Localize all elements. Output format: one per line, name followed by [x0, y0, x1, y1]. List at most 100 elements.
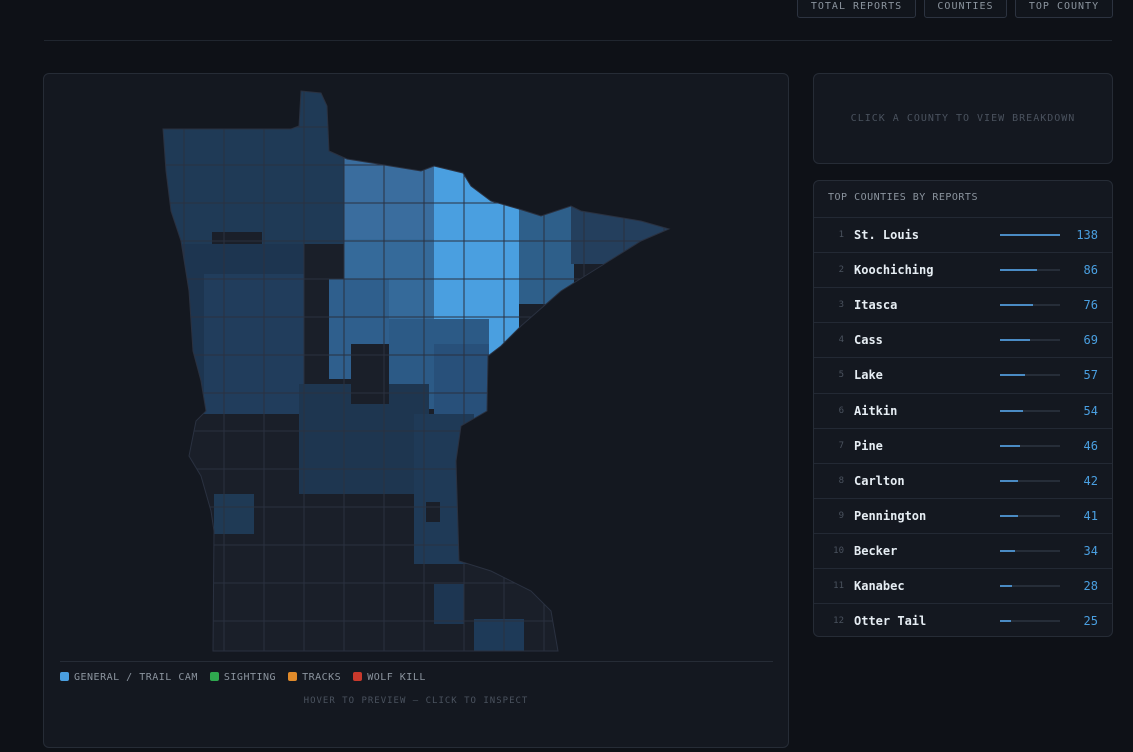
county-name: Otter Tail — [854, 614, 927, 629]
county-row[interactable]: 9 Pennington 41 — [814, 497, 1112, 533]
map[interactable] — [44, 74, 788, 654]
bar-track — [1000, 269, 1060, 272]
legend-item: WOLF KILL — [353, 672, 426, 683]
map-panel: GENERAL / TRAIL CAM SIGHTING TRACKS WOLF KI… — [43, 73, 789, 748]
bar-track — [1000, 339, 1060, 342]
county-region[interactable] — [414, 414, 474, 564]
legend-item: TRACKS — [288, 672, 341, 683]
legend-item: SIGHTING — [209, 672, 277, 683]
bar — [1000, 620, 1011, 623]
count: 138 — [1076, 228, 1098, 242]
rank: 2 — [838, 265, 844, 276]
county-region[interactable] — [571, 184, 681, 264]
county-region[interactable] — [204, 274, 304, 414]
legend-label: SIGHTING — [223, 672, 277, 683]
legend-label: TRACKS — [302, 672, 342, 683]
legend-swatch — [288, 672, 298, 681]
county-region[interactable] — [474, 619, 524, 654]
top-counties-panel: TOP COUNTIES BY REPORTS 1 St. Louis 138 2 Ko… — [813, 180, 1113, 637]
count: 28 — [1083, 579, 1098, 593]
county-name: Kanabec — [854, 579, 905, 593]
bar-track — [1000, 444, 1060, 447]
bar — [1000, 339, 1030, 342]
rank: 5 — [838, 370, 844, 381]
bar — [1000, 234, 1060, 236]
county-row[interactable]: 7 Pine 46 — [814, 427, 1112, 463]
legend-label: GENERAL / TRAIL CAM — [74, 672, 198, 683]
hint: HOVER TO PREVIEW — CLICK TO INSPECT — [303, 696, 529, 706]
bar — [1000, 409, 1024, 412]
county-row[interactable]: 10 Becker 34 — [814, 532, 1112, 568]
count: 46 — [1083, 438, 1098, 453]
county-name: Pennington — [854, 508, 927, 523]
bar — [1000, 304, 1034, 307]
divider — [44, 40, 1112, 41]
header-button[interactable]: COUNTIES — [924, 0, 1007, 18]
county-name: Aitkin — [854, 403, 898, 418]
county-region[interactable] — [434, 584, 464, 624]
county-row[interactable]: 4 Cass 69 — [814, 322, 1112, 357]
bar-track — [1000, 549, 1060, 552]
county-region[interactable] — [214, 494, 254, 534]
count: 25 — [1083, 614, 1098, 629]
bar — [1000, 374, 1025, 377]
bar — [1000, 444, 1020, 447]
county-name: Cass — [854, 333, 883, 348]
bar — [1000, 479, 1019, 482]
rank: 12 — [833, 616, 844, 627]
county-name: Becker — [854, 543, 898, 558]
bar-track — [1000, 514, 1060, 517]
rank: 7 — [838, 440, 844, 451]
bar-track — [1000, 234, 1060, 236]
county-row[interactable]: 8 Carlton 42 — [814, 462, 1112, 498]
legend-swatch — [353, 672, 363, 681]
header-button[interactable]: TOTAL REPORTS — [797, 0, 916, 18]
count: 69 — [1083, 333, 1098, 348]
county-name: Pine — [854, 438, 883, 453]
count: 86 — [1083, 263, 1098, 278]
bar — [1000, 585, 1013, 587]
county-name: Lake — [854, 368, 883, 383]
county-name: Koochiching — [854, 263, 934, 278]
rank: 11 — [833, 581, 844, 591]
county-name: Carlton — [854, 473, 905, 488]
rank: 4 — [838, 335, 844, 346]
divider — [60, 661, 773, 662]
county-region[interactable] — [426, 502, 440, 522]
detail-panel: CLICK A COUNTY TO VIEW BREAKDOWN — [813, 73, 1113, 164]
header-button[interactable]: TOP COUNTY — [1015, 0, 1113, 18]
county-row[interactable]: 1 St. Louis 138 — [814, 217, 1112, 252]
count: 57 — [1083, 368, 1098, 383]
count: 76 — [1083, 298, 1098, 313]
county-region[interactable] — [351, 344, 389, 404]
county-region[interactable] — [344, 154, 434, 239]
rank: 8 — [838, 475, 844, 486]
bar-track — [1000, 304, 1060, 307]
bar — [1000, 514, 1018, 517]
county-row[interactable]: 12 Otter Tail 25 — [814, 603, 1112, 638]
county-name: Itasca — [854, 298, 898, 313]
bar-track — [1000, 620, 1060, 623]
bar — [1000, 269, 1038, 272]
rank: 1 — [838, 230, 844, 240]
county-row[interactable]: 11 Kanabec 28 — [814, 568, 1112, 603]
count: 54 — [1083, 403, 1098, 418]
bar-track — [1000, 479, 1060, 482]
county-region[interactable] — [212, 232, 262, 244]
rank: 10 — [833, 545, 844, 556]
legend-item: GENERAL / TRAIL CAM — [60, 672, 198, 683]
county-row[interactable]: 5 Lake 57 — [814, 357, 1112, 392]
county-row[interactable]: 3 Itasca 76 — [814, 287, 1112, 322]
rank: 3 — [838, 300, 844, 311]
county-row[interactable]: 2 Koochiching 86 — [814, 252, 1112, 287]
bar-track — [1000, 374, 1060, 377]
legend-label: WOLF KILL — [367, 672, 426, 683]
placeholder: CLICK A COUNTY TO VIEW BREAKDOWN — [850, 113, 1076, 124]
county-row[interactable]: 6 Aitkin 54 — [814, 392, 1112, 428]
count: 34 — [1083, 543, 1098, 558]
count: 42 — [1083, 473, 1098, 488]
legend-swatch — [60, 672, 69, 681]
count: 41 — [1083, 508, 1098, 523]
panel-title: TOP COUNTIES BY REPORTS — [828, 192, 978, 203]
